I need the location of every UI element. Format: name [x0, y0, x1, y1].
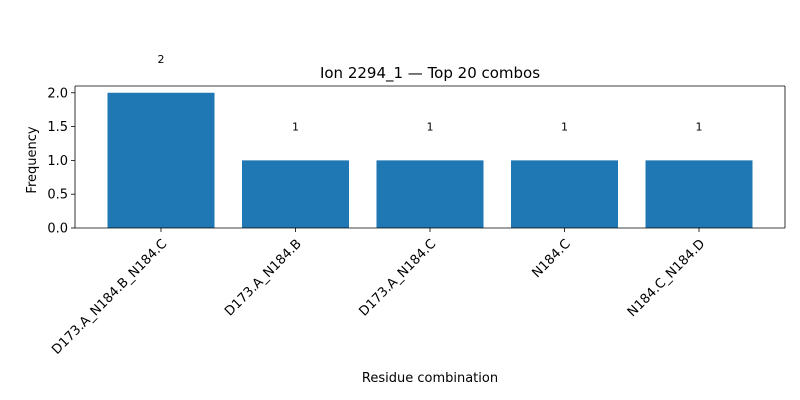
chart-title: Ion 2294_1 — Top 20 combos	[320, 64, 540, 83]
data-labels-group: 2 1 1 1 1	[158, 53, 703, 134]
x-tick-label: N184.C_N184.D	[625, 237, 708, 320]
bar-N184.C_N184.D	[645, 160, 753, 228]
y-axis: 0.0 0.5 1.0 1.5 2.0	[47, 86, 75, 237]
data-label: 2	[158, 53, 165, 66]
bar-D173.A_N184.B	[242, 160, 349, 228]
x-tick-label: D173.A_N184.B_N184.C	[49, 237, 170, 358]
data-label: 1	[427, 121, 434, 134]
y-tick-label: 0.5	[47, 188, 68, 203]
data-label: 1	[561, 121, 568, 134]
bar-D173.A_N184.C	[376, 160, 484, 228]
x-axis: D173.A_N184.B_N184.C D173.A_N184.B D173.A_…	[49, 228, 708, 358]
y-tick-label: 1.0	[47, 154, 68, 169]
bar-D173.A_N184.B_N184.C	[107, 92, 215, 228]
bars-group	[107, 92, 753, 228]
y-tick-label: 1.5	[47, 120, 68, 135]
data-label: 1	[696, 121, 703, 134]
data-label: 1	[292, 121, 299, 134]
y-tick-label: 0.0	[47, 222, 68, 237]
y-tick-label: 2.0	[47, 86, 68, 101]
x-tick-label: D173.A_N184.C	[356, 237, 439, 320]
x-axis-title: Residue combination	[362, 371, 498, 386]
y-axis-title: Frequency	[25, 126, 40, 193]
bar-N184.C	[511, 160, 618, 228]
x-tick-label: D173.A_N184.B	[222, 237, 305, 320]
x-tick-label: N184.C	[529, 237, 573, 281]
